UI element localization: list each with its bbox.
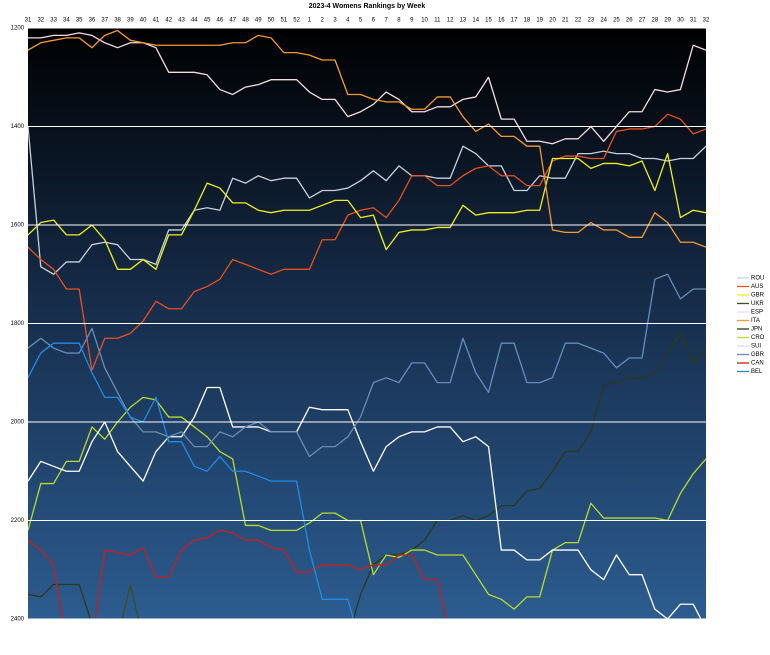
legend-label: CAN (751, 361, 764, 367)
x-tick-label: 28 (651, 18, 658, 24)
series-line (28, 273, 706, 458)
series-line (121, 583, 140, 619)
x-tick-label: 4 (346, 18, 350, 24)
series-line (28, 342, 355, 619)
legend-label: GBR (751, 293, 765, 299)
x-tick-label: 16 (498, 18, 505, 24)
series-line (28, 152, 706, 270)
x-tick-label: 40 (140, 18, 147, 24)
y-tick-label: 2200 (11, 518, 25, 524)
x-tick-label: 25 (613, 18, 620, 24)
legend-label: BEL (751, 369, 763, 375)
x-tick-label: 33 (50, 18, 57, 24)
y-tick-label: 2000 (11, 420, 25, 426)
x-tick-label: 48 (242, 18, 249, 24)
x-tick-label: 45 (204, 18, 211, 24)
x-tick-label: 51 (281, 18, 288, 24)
x-tick-label: 38 (114, 18, 121, 24)
x-tick-label: 3 (333, 18, 337, 24)
x-tick-label: 11 (434, 18, 441, 24)
x-tick-label: 12 (447, 18, 454, 24)
series-line (28, 396, 706, 610)
x-tick-label: 52 (293, 18, 300, 24)
series-line (28, 29, 706, 248)
x-tick-label: 24 (600, 18, 607, 24)
y-tick-label: 1600 (11, 223, 25, 229)
x-tick-label: 19 (536, 18, 543, 24)
x-tick-label: 14 (472, 18, 479, 24)
x-tick-label: 20 (549, 18, 556, 24)
x-tick-label: 7 (385, 18, 389, 24)
series-line (28, 529, 447, 619)
x-tick-label: 22 (575, 18, 582, 24)
x-tick-label: 30 (677, 18, 684, 24)
legend-label: SUI (751, 344, 761, 350)
x-tick-label: 37 (101, 18, 108, 24)
legend-label: AUS (751, 284, 763, 290)
x-tick-label: 27 (639, 18, 646, 24)
x-tick-label: 35 (76, 18, 83, 24)
x-tick-label: 49 (255, 18, 262, 24)
x-tick-label: 2 (321, 18, 325, 24)
legend-label: ITA (751, 318, 760, 324)
x-tick-label: 32 (703, 18, 710, 24)
x-tick-label: 43 (178, 18, 185, 24)
x-tick-label: 42 (165, 18, 172, 24)
x-tick-label: 44 (191, 18, 198, 24)
x-tick-label: 34 (63, 18, 70, 24)
x-tick-label: 13 (460, 18, 467, 24)
x-tick-label: 31 (25, 18, 32, 24)
x-tick-label: 8 (397, 18, 401, 24)
x-tick-label: 50 (268, 18, 275, 24)
x-tick-label: 5 (359, 18, 363, 24)
legend-label: ESP (751, 310, 763, 316)
x-tick-label: 41 (153, 18, 160, 24)
x-tick-label: 29 (664, 18, 671, 24)
x-tick-label: 6 (372, 18, 376, 24)
x-tick-label: 23 (588, 18, 595, 24)
x-tick-label: 39 (127, 18, 134, 24)
y-tick-label: 1400 (11, 124, 25, 130)
x-tick-label: 10 (421, 18, 428, 24)
legend-label: GBR (751, 352, 765, 358)
series-line (28, 386, 702, 619)
legend-label: UKR (751, 301, 764, 307)
x-tick-label: 32 (37, 18, 44, 24)
legend-label: CRO (751, 335, 765, 341)
x-tick-label: 15 (485, 18, 492, 24)
chart-title: 2023-4 Womens Rankings by Week (309, 3, 426, 10)
x-tick-label: 46 (217, 18, 224, 24)
x-tick-label: 9 (410, 18, 414, 24)
y-tick-label: 2400 (11, 617, 25, 623)
x-tick-label: 1 (308, 18, 312, 24)
x-tick-label: 36 (89, 18, 96, 24)
y-tick-label: 1200 (11, 26, 25, 32)
x-tick-label: 18 (524, 18, 531, 24)
series-line (28, 332, 706, 619)
x-tick-label: 26 (626, 18, 633, 24)
y-tick-label: 1800 (11, 321, 25, 327)
series-line (28, 126, 706, 275)
x-tick-label: 47 (229, 18, 236, 24)
x-tick-label: 31 (690, 18, 697, 24)
x-tick-label: 17 (511, 18, 518, 24)
legend-label: JPN (751, 327, 762, 333)
x-tick-label: 21 (562, 18, 569, 24)
legend-label: ROU (751, 276, 764, 282)
plot-lines (28, 29, 706, 619)
